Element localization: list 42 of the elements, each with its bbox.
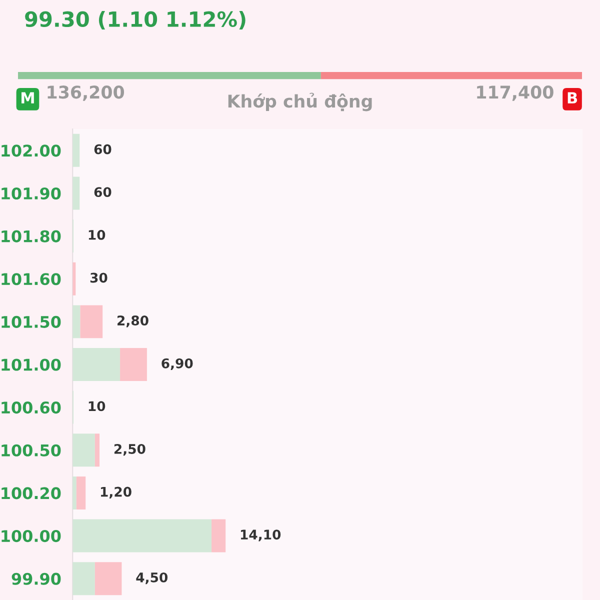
bar xyxy=(72,348,120,381)
annotation: 30 xyxy=(90,272,108,283)
bar xyxy=(72,562,95,596)
data-label: 136,200 xyxy=(48,86,124,101)
annotation: 1,20 xyxy=(100,486,132,498)
annotation: 2,50 xyxy=(114,444,146,456)
y-tick-label: 100.60 xyxy=(2,402,61,414)
series-label: M xyxy=(22,92,34,104)
bar xyxy=(72,434,95,467)
data-label: 117,400 xyxy=(477,86,554,101)
bar xyxy=(80,305,103,338)
chart-title: 99.30 (1.10 1.12%) xyxy=(25,10,246,30)
annotation: 6,90 xyxy=(162,358,193,370)
annotation: 2,80 xyxy=(118,316,148,328)
annotation: 10 xyxy=(88,401,106,412)
y-tick-label: 100.00 xyxy=(2,530,61,542)
bar xyxy=(72,134,80,167)
y-tick-label: 101.00 xyxy=(2,358,61,371)
bar xyxy=(72,476,76,510)
annotation: 4,50 xyxy=(136,572,168,584)
annotation: 60 xyxy=(94,144,112,154)
bar xyxy=(72,519,212,552)
bar xyxy=(94,562,122,596)
y-tick-label: 100.20 xyxy=(2,487,61,500)
annotation: 14,10 xyxy=(240,530,281,542)
y-tick-label: 101.80 xyxy=(2,230,61,242)
bar xyxy=(76,476,86,510)
x-axis-title: Khớp chủ động xyxy=(228,92,372,112)
y-tick-label: 101.60 xyxy=(2,273,61,286)
annotation: 10 xyxy=(88,230,106,240)
y-tick-label: 101.90 xyxy=(2,187,61,200)
series-label: B xyxy=(568,92,578,104)
bar xyxy=(72,176,80,210)
bar xyxy=(212,519,226,552)
y-tick-label: 101.50 xyxy=(2,316,61,328)
bar xyxy=(94,434,100,467)
y-tick-label: 99.90 xyxy=(12,572,61,585)
y-tick-label: 102.00 xyxy=(2,144,61,157)
annotation: 60 xyxy=(94,187,112,198)
bar xyxy=(120,348,147,381)
y-tick-label: 100.50 xyxy=(2,444,61,456)
bar xyxy=(72,305,80,338)
